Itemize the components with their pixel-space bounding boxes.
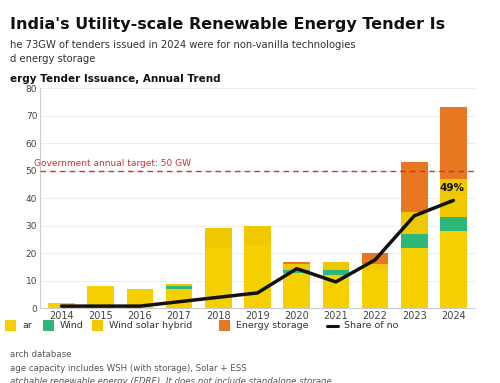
Text: d energy storage: d energy storage	[10, 54, 96, 64]
Bar	[126, 289, 154, 308]
Bar	[401, 248, 427, 308]
Bar	[88, 286, 114, 308]
Text: Government annual target: 50 GW: Government annual target: 50 GW	[34, 159, 191, 169]
Bar	[244, 226, 271, 245]
Text: ergy Tender Issuance, Annual Trend: ergy Tender Issuance, Annual Trend	[10, 74, 220, 83]
Bar	[362, 253, 388, 264]
Text: Wind solar hybrid: Wind solar hybrid	[110, 321, 192, 330]
Bar	[166, 289, 192, 308]
Bar	[284, 270, 310, 273]
Bar	[401, 212, 427, 234]
Bar	[440, 218, 467, 231]
Bar	[322, 270, 349, 275]
Bar	[322, 262, 349, 270]
Bar	[284, 264, 310, 270]
Text: atchable renewable energy (FDRE). It does not include standalone storage.: atchable renewable energy (FDRE). It doe…	[10, 377, 334, 383]
Bar	[322, 275, 349, 308]
Text: 49%: 49%	[440, 183, 464, 193]
Bar	[205, 229, 232, 248]
Bar	[5, 320, 16, 331]
Bar	[92, 320, 104, 331]
Text: Wind: Wind	[60, 321, 84, 330]
Bar	[166, 286, 192, 289]
Bar	[401, 162, 427, 212]
Text: arch database: arch database	[10, 350, 72, 359]
Bar	[166, 283, 192, 286]
Bar	[362, 270, 388, 308]
Bar	[284, 273, 310, 308]
Text: India's Utility-scale Renewable Energy Tender Is: India's Utility-scale Renewable Energy T…	[10, 17, 445, 32]
Bar	[401, 234, 427, 248]
Text: Share of no: Share of no	[344, 321, 399, 330]
Bar	[244, 245, 271, 308]
Bar	[218, 320, 230, 331]
Text: he 73GW of tenders issued in 2024 were for non-vanilla technologies: he 73GW of tenders issued in 2024 were f…	[10, 40, 356, 50]
Bar	[440, 231, 467, 308]
Bar	[362, 264, 388, 270]
Bar	[440, 179, 467, 218]
Bar	[43, 320, 54, 331]
Bar	[284, 262, 310, 264]
Text: age capacity includes WSH (with storage), Solar + ESS: age capacity includes WSH (with storage)…	[10, 364, 247, 373]
Bar	[205, 248, 232, 308]
Bar	[48, 303, 75, 308]
Text: ar: ar	[22, 321, 32, 330]
Text: Energy storage: Energy storage	[236, 321, 308, 330]
Bar	[440, 107, 467, 179]
